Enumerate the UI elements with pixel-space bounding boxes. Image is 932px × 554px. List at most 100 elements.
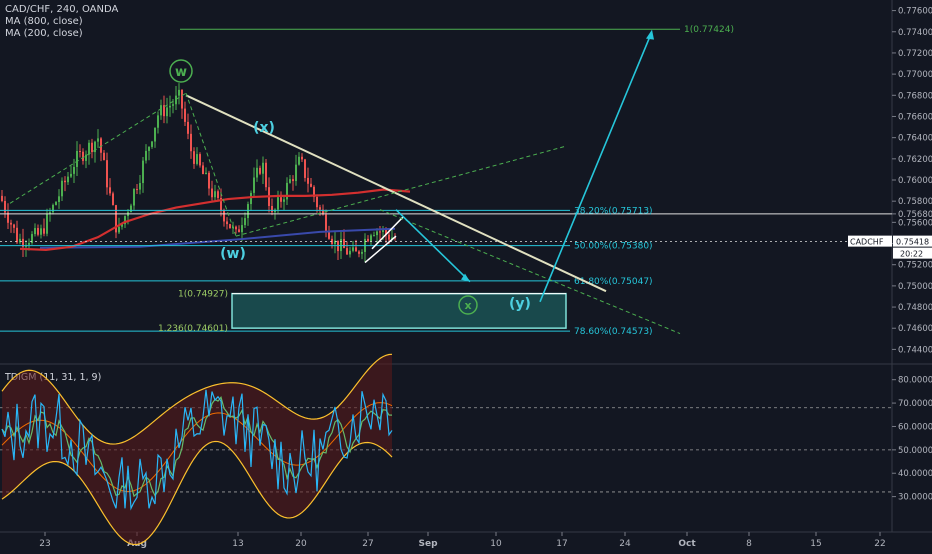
candle-body: [358, 251, 360, 254]
time-tick-label: 23: [39, 539, 50, 549]
candle-body: [97, 138, 99, 142]
candle-body: [151, 141, 153, 147]
candle-body: [325, 214, 327, 233]
candle-body: [301, 156, 303, 160]
last-price-value: 0.75418: [896, 238, 929, 247]
candle-body: [85, 154, 87, 161]
arrow-up-head: [646, 29, 654, 40]
indicator-rsi-line: [1, 389, 393, 511]
target-zone-box[interactable]: [231, 292, 567, 329]
candle-body: [10, 222, 12, 225]
fib-786-label: 78.60%(0.74573): [574, 327, 653, 337]
candle-body: [49, 212, 51, 214]
candle-body: [67, 176, 69, 183]
candle-body: [292, 179, 294, 182]
candle-body: [121, 224, 123, 227]
candle-body: [286, 182, 288, 200]
candle-body: [61, 180, 63, 197]
candle-body: [73, 166, 75, 174]
dashed-trend-w2: [185, 93, 237, 237]
candle-body: [22, 238, 24, 247]
price-tick-label: 0.76600: [898, 112, 932, 122]
candle-body: [88, 142, 90, 155]
candle-body: [46, 213, 48, 234]
candle-body: [106, 160, 108, 188]
dashed-channel-lower: [379, 209, 681, 334]
time-tick-label: 10: [490, 539, 502, 549]
ma200-legend[interactable]: MA (200, close): [5, 28, 83, 39]
arrow-down-head: [461, 273, 470, 282]
symbol-title[interactable]: CAD/CHF, 240, OANDA: [5, 4, 119, 15]
time-tick-label: 24: [619, 539, 631, 549]
candle-body: [373, 235, 375, 237]
last-price-tag: [893, 235, 932, 247]
candle-body: [139, 183, 141, 190]
wave-label-x: (x): [253, 120, 275, 136]
time-tick-label: 22: [874, 539, 885, 549]
arrow-up-line: [539, 33, 652, 303]
candle-body: [91, 142, 93, 153]
candle-body: [163, 105, 165, 117]
candle-body: [13, 224, 15, 228]
candle-body: [370, 235, 372, 242]
candle-body: [70, 173, 72, 177]
indicator-tick-label: 70.0000: [898, 399, 932, 409]
candle-body: [223, 210, 225, 222]
wave-label-w: w: [175, 65, 187, 80]
candle-body: [280, 197, 282, 202]
candle-body: [40, 228, 42, 235]
fib-ext-1-label: 1(0.74927): [178, 290, 228, 300]
candle-body: [298, 156, 300, 165]
price-tick-label: 0.76800: [898, 91, 932, 101]
time-tick-label: Oct: [678, 539, 696, 549]
time-tick-label: 20: [295, 539, 307, 549]
candle-body: [145, 150, 147, 161]
indicator-tick-label: 60.0000: [898, 422, 932, 432]
candle-body: [277, 197, 279, 210]
candle-body: [55, 202, 57, 205]
candle-body: [133, 189, 135, 206]
candle-body: [259, 167, 261, 174]
candle-body: [346, 248, 348, 255]
candle-body: [322, 209, 324, 215]
candle-body: [79, 150, 81, 152]
price-tick-label: 0.76200: [898, 155, 932, 165]
candle-body: [199, 154, 201, 166]
indicator-tick-label: 50.0000: [898, 446, 932, 456]
candle-body: [304, 159, 306, 178]
dashed-channel-upper: [235, 145, 567, 237]
candle-body: [214, 191, 216, 198]
candle-body: [31, 234, 33, 243]
price-tick-label: 0.75600: [898, 218, 932, 228]
indicator-tick-label: 40.0000: [898, 469, 932, 479]
candle-body: [385, 229, 387, 235]
candle-body: [178, 89, 180, 96]
candle-body: [34, 228, 36, 235]
time-tick-label: 8: [746, 539, 752, 549]
candle-body: [262, 162, 264, 174]
price-tick-label: 0.75800: [898, 197, 932, 207]
candle-body: [241, 225, 243, 233]
indicator-upper-band: [1, 353, 393, 445]
candle-body: [313, 186, 315, 197]
price-tick-label: 0.76000: [898, 176, 932, 186]
indicator-band-fill: [2, 354, 392, 545]
indicator-lower-band: [1, 440, 393, 546]
candle-body: [394, 237, 396, 239]
candle-body: [250, 192, 252, 205]
candle-body: [247, 204, 249, 219]
ma800-legend[interactable]: MA (800, close): [5, 16, 83, 27]
indicator-title[interactable]: TDIGM (11, 31, 1, 9): [4, 372, 101, 383]
candle-body: [169, 105, 171, 108]
candle-body: [19, 238, 21, 243]
time-tick-label: 27: [362, 539, 373, 549]
fib-retracement-label: 38.20%(0.75713): [574, 206, 653, 216]
candle-body: [16, 227, 18, 243]
countdown-tag: [893, 247, 932, 259]
candle-body: [115, 205, 117, 233]
candle-body: [7, 212, 9, 223]
indicator-signal-line: [1, 396, 393, 498]
time-tick-label: Sep: [418, 539, 438, 549]
